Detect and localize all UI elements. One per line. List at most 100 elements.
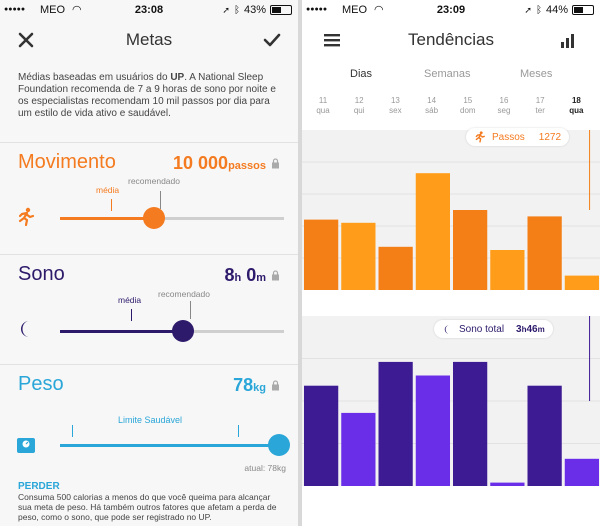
- day-name: qua: [569, 106, 584, 115]
- day-number: 13: [390, 96, 400, 105]
- intro-prefix: Médias baseadas em usuários do: [18, 72, 171, 83]
- bar-18-qua[interactable]: [564, 275, 599, 290]
- movimento-media-tick: [111, 199, 112, 211]
- day-12[interactable]: 12 qui: [341, 96, 377, 116]
- peso-number: 78: [233, 375, 254, 395]
- lock-icon: [271, 380, 280, 393]
- day-number: 18: [571, 96, 581, 105]
- moon-icon: [16, 319, 36, 339]
- scale-icon: [16, 435, 36, 455]
- bar-chart-icon[interactable]: [556, 28, 580, 52]
- sono-section: Sono 8h 0m média recomendado: [0, 254, 298, 364]
- sleep-bubble-m-unit: m: [537, 324, 545, 334]
- day-11[interactable]: 11 qua: [305, 96, 341, 116]
- location-icon: ➚: [524, 4, 532, 15]
- day-number: 17: [535, 96, 545, 105]
- steps-bubble-value: 1272: [538, 131, 562, 143]
- checkmark-icon[interactable]: [260, 28, 284, 52]
- sono-recomendado-tick: [190, 301, 191, 319]
- battery-percent: 44%: [545, 4, 568, 16]
- sleep-chart-svg: [302, 316, 600, 486]
- bar-13-sex[interactable]: [378, 361, 413, 486]
- bar-12-qui[interactable]: [341, 412, 376, 486]
- peso-value: 78kg: [233, 375, 266, 396]
- sono-media-tick: [131, 309, 132, 321]
- bar-11-qua[interactable]: [304, 219, 339, 290]
- movimento-number: 10 000: [173, 153, 229, 173]
- intro-suffix: . A National Sleep Foundation recomenda …: [18, 72, 276, 119]
- peso-atual-label: atual: 78kg: [244, 463, 286, 473]
- page-title: Metas: [125, 30, 173, 49]
- bar-16-seg[interactable]: [490, 250, 525, 290]
- movimento-slider-knob[interactable]: [143, 207, 166, 229]
- sono-media-label: média: [118, 295, 142, 305]
- sleep-bubble-hours: 3: [516, 323, 522, 335]
- peso-limit-label: Limite Saudável: [118, 415, 183, 425]
- close-icon[interactable]: [14, 28, 38, 52]
- running-person-icon: [16, 207, 36, 227]
- day-14[interactable]: 14 sáb: [414, 96, 450, 116]
- day-16[interactable]: 16 seg: [486, 96, 522, 116]
- running-person-icon: [475, 131, 485, 143]
- day-number: 12: [354, 96, 364, 105]
- bar-17-ter[interactable]: [527, 216, 562, 290]
- bar-18-qua[interactable]: [564, 458, 599, 486]
- movimento-unit: passos: [228, 160, 266, 172]
- bar-11-qua[interactable]: [304, 385, 339, 486]
- tab-meses[interactable]: Meses: [520, 68, 553, 80]
- tendencias-screen: ●●●●● MEO ◠ 23:09 ➚ ᛒ 44% Tendências Dia…: [302, 0, 600, 526]
- day-name: qua: [316, 106, 330, 115]
- sono-slider-knob[interactable]: [172, 320, 195, 342]
- carrier-label: MEO: [342, 4, 368, 16]
- peso-slider-knob[interactable]: [268, 434, 290, 456]
- bar-14-sáb[interactable]: [415, 173, 450, 290]
- sleep-bubble-minutes: 46: [526, 323, 538, 335]
- bluetooth-icon: ᛒ: [233, 4, 240, 16]
- movimento-section: Movimento 10 000passos média recomendado: [0, 142, 298, 254]
- day-17[interactable]: 17 ter: [522, 96, 558, 116]
- day-15[interactable]: 15 dom: [450, 96, 486, 116]
- peso-section: Peso 78kg Limite Saudável atual: 78kg: [0, 364, 298, 480]
- clock: 23:08: [134, 4, 164, 16]
- day-13[interactable]: 13 sex: [377, 96, 413, 116]
- day-name: ter: [535, 106, 545, 115]
- period-tabs: Dias Semanas Meses: [302, 62, 600, 88]
- lock-icon: [271, 270, 280, 283]
- movimento-slider-fill: [60, 217, 155, 220]
- bar-15-dom[interactable]: [453, 210, 488, 290]
- location-icon: ➚: [222, 4, 230, 15]
- movimento-slider-track: [60, 217, 284, 220]
- wifi-icon: ◠: [72, 4, 82, 16]
- day-number: 14: [427, 96, 437, 105]
- day-selector: 11 qua 12 qui 13 sex 14 sáb 15 dom 16 seg 17 ter 18 qua: [302, 96, 600, 126]
- clock: 23:09: [436, 4, 466, 16]
- sono-value: 8h 0m: [224, 265, 266, 286]
- sleep-bubble-value: 3h46m: [516, 324, 545, 335]
- bar-16-seg[interactable]: [490, 482, 525, 486]
- intro-text: Médias baseadas em usuários do UP. A Nat…: [18, 72, 282, 120]
- day-name: dom: [460, 106, 476, 115]
- metas-screen: ●●●●● MEO ◠ 23:08 ➚ ᛒ 43% Metas Médias b…: [0, 0, 298, 526]
- battery-percent: 43%: [243, 4, 266, 16]
- menu-icon[interactable]: [320, 28, 344, 52]
- screen-divider: [298, 0, 302, 526]
- sono-minutes: 0: [246, 265, 257, 285]
- sleep-bubble: Sono total 3h46m: [434, 320, 553, 338]
- peso-limit-end-tick: [238, 425, 239, 437]
- bar-15-dom[interactable]: [453, 361, 488, 486]
- day-number: 11: [318, 96, 328, 105]
- steps-chart-svg: [302, 130, 600, 290]
- tab-dias[interactable]: Dias: [350, 68, 373, 80]
- sleep-bubble-label: Sono total: [459, 323, 505, 335]
- peso-limit-start-tick: [72, 425, 73, 437]
- bar-17-ter[interactable]: [527, 385, 562, 486]
- bar-12-qui[interactable]: [341, 222, 376, 290]
- bar-13-sex[interactable]: [378, 246, 413, 290]
- tab-semanas[interactable]: Semanas: [424, 68, 471, 80]
- sono-title: Sono: [18, 263, 65, 285]
- day-18[interactable]: 18 qua: [558, 96, 594, 116]
- day-number: 15: [463, 96, 473, 105]
- day-name: seg: [497, 106, 511, 115]
- bar-14-sáb[interactable]: [415, 375, 450, 487]
- signal-icon: ●●●●●: [306, 6, 328, 13]
